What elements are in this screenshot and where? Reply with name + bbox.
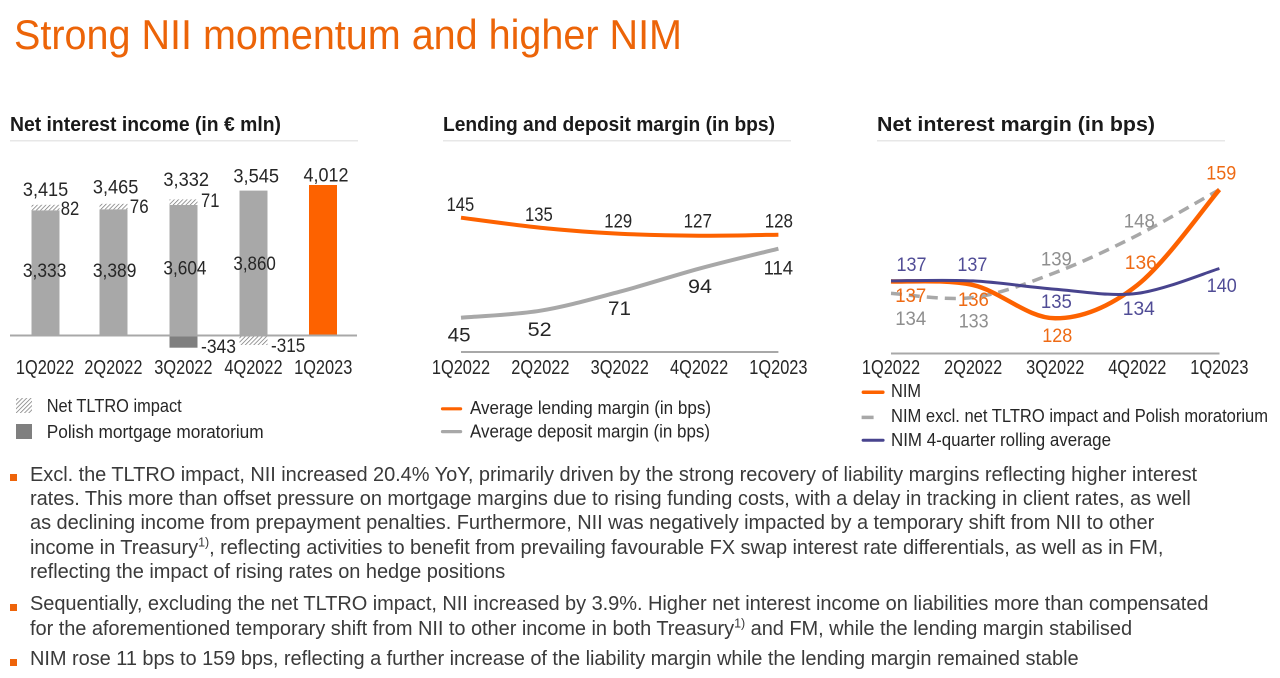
svg-text:76: 76 — [130, 197, 149, 218]
svg-text:Average lending margin (in bps: Average lending margin (in bps) — [470, 398, 711, 418]
svg-text:136: 136 — [958, 290, 989, 311]
svg-text:3,415: 3,415 — [23, 180, 68, 201]
svg-text:1Q2023: 1Q2023 — [1190, 357, 1248, 379]
svg-text:NIM excl. net TLTRO impact and: NIM excl. net TLTRO impact and Polish mo… — [891, 406, 1268, 426]
svg-text:128: 128 — [1042, 326, 1072, 347]
svg-text:NIM: NIM — [891, 381, 921, 401]
svg-text:140: 140 — [1207, 276, 1237, 297]
svg-text:2Q2022: 2Q2022 — [944, 357, 1002, 379]
svg-text:133: 133 — [959, 312, 989, 333]
svg-text:1Q2022: 1Q2022 — [16, 357, 74, 379]
svg-text:-315: -315 — [271, 336, 305, 357]
svg-text:134: 134 — [1123, 299, 1155, 320]
svg-text:3,389: 3,389 — [93, 261, 136, 282]
svg-text:4Q2022: 4Q2022 — [670, 357, 728, 379]
svg-text:1Q2022: 1Q2022 — [862, 357, 920, 379]
svg-text:114: 114 — [764, 259, 794, 280]
svg-text:94: 94 — [688, 277, 712, 298]
svg-text:127: 127 — [684, 211, 712, 232]
svg-text:135: 135 — [525, 205, 553, 226]
svg-text:4Q2022: 4Q2022 — [224, 357, 282, 379]
svg-text:148: 148 — [1124, 212, 1155, 233]
svg-text:1Q2022: 1Q2022 — [432, 357, 490, 379]
svg-text:1Q2023: 1Q2023 — [749, 357, 807, 379]
svg-text:3,332: 3,332 — [163, 170, 209, 191]
svg-text:139: 139 — [1041, 250, 1072, 271]
svg-text:137: 137 — [895, 286, 926, 307]
svg-text:137: 137 — [897, 255, 927, 276]
svg-text:Strong NII momentum and higher: Strong NII momentum and higher NIM — [14, 11, 682, 58]
svg-text:134: 134 — [895, 309, 926, 330]
svg-text:Lending and deposit margin (in: Lending and deposit margin (in bps) — [443, 114, 775, 136]
svg-text:4,012: 4,012 — [304, 165, 349, 186]
svg-text:Net interest margin (in bps): Net interest margin (in bps) — [877, 114, 1155, 136]
svg-text:128: 128 — [765, 211, 793, 232]
svg-text:3Q2022: 3Q2022 — [1026, 357, 1084, 379]
svg-text:3,333: 3,333 — [23, 261, 67, 282]
svg-text:NIM 4-quarter rolling average: NIM 4-quarter rolling average — [891, 430, 1111, 450]
svg-text:Net TLTRO impact: Net TLTRO impact — [47, 396, 182, 416]
svg-text:52: 52 — [528, 320, 552, 341]
svg-text:1Q2023: 1Q2023 — [294, 357, 352, 379]
svg-text:3Q2022: 3Q2022 — [154, 357, 212, 379]
svg-text:3,860: 3,860 — [233, 254, 275, 275]
svg-text:135: 135 — [1041, 292, 1072, 313]
svg-text:137: 137 — [957, 255, 987, 276]
svg-text:159: 159 — [1206, 164, 1236, 185]
svg-text:Net interest income (in € mln): Net interest income (in € mln) — [10, 114, 281, 136]
svg-text:Polish mortgage moratorium: Polish mortgage moratorium — [47, 422, 264, 442]
svg-text:3,545: 3,545 — [233, 166, 279, 187]
svg-text:Average deposit margin (in bps: Average deposit margin (in bps) — [470, 422, 710, 442]
svg-text:71: 71 — [201, 191, 219, 212]
svg-text:3,604: 3,604 — [163, 259, 206, 280]
svg-text:3,465: 3,465 — [93, 178, 138, 199]
svg-text:82: 82 — [61, 199, 80, 220]
svg-text:4Q2022: 4Q2022 — [1108, 357, 1166, 379]
svg-text:145: 145 — [447, 195, 475, 216]
svg-text:129: 129 — [604, 211, 632, 232]
svg-text:2Q2022: 2Q2022 — [84, 357, 142, 379]
svg-text:-343: -343 — [201, 337, 236, 358]
svg-text:2Q2022: 2Q2022 — [511, 357, 569, 379]
svg-text:136: 136 — [1125, 253, 1157, 274]
svg-text:3Q2022: 3Q2022 — [591, 357, 649, 379]
svg-text:71: 71 — [608, 299, 631, 320]
svg-text:45: 45 — [448, 326, 471, 347]
